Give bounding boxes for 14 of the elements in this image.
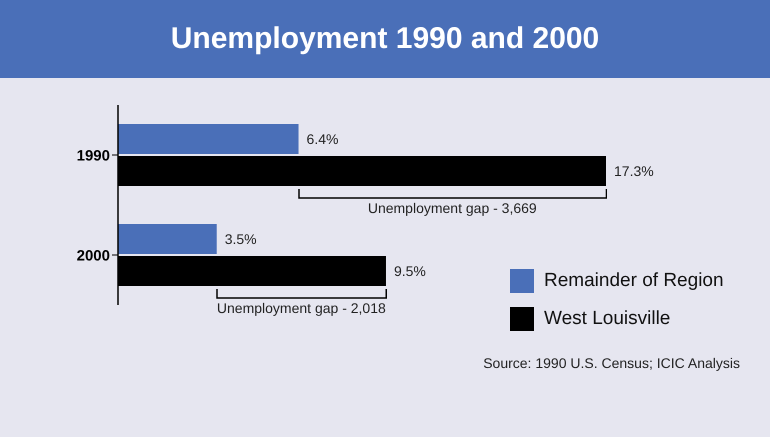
y-tick-label: 2000: [76, 247, 110, 264]
data-label: 3.5%: [224, 230, 257, 247]
chart-title: Unemployment 1990 and 2000: [170, 22, 600, 56]
bar: [118, 224, 217, 254]
legend-label: West Louisville: [544, 308, 670, 330]
data-label: 9.5%: [394, 262, 426, 279]
source-note: Source: 1990 U.S. Census; ICIC Analysis: [483, 355, 740, 371]
annotation: Unemployment gap - 2,018: [216, 300, 387, 316]
legend-label: Remainder of Region: [544, 270, 724, 292]
bar: [118, 124, 299, 154]
annotation: Unemployment gap - 3,669: [366, 200, 538, 216]
y-tick-label: 1990: [76, 147, 110, 164]
data-label: 17.3%: [614, 162, 654, 179]
data-label: 6.4%: [306, 130, 338, 147]
